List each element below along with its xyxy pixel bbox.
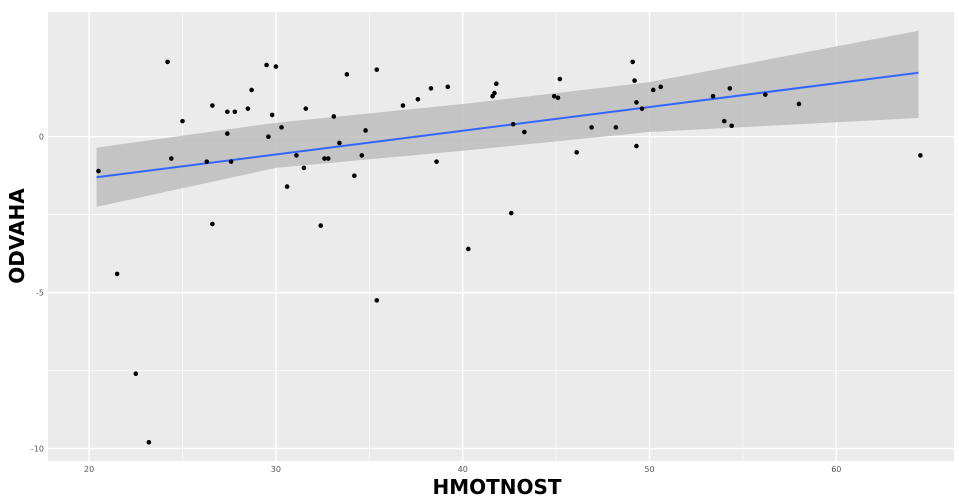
data-point [165,59,170,65]
data-point [228,159,234,164]
data-point [269,112,275,118]
data-point [763,92,768,97]
data-point [466,246,471,252]
data-point [729,123,735,129]
data-point [363,128,368,133]
data-point [796,101,802,107]
x-axis-title: HMOTNOST [432,475,561,499]
data-point [325,156,331,161]
data-point [133,371,139,376]
y-tick-label: -5 [36,289,44,298]
data-point [557,76,563,82]
data-point [279,125,284,130]
data-point [613,125,619,130]
data-point [510,121,516,127]
x-tick-labels: 20 30 40 50 60 [84,465,841,474]
data-point [918,153,923,158]
data-point [249,87,254,93]
data-point [331,114,337,119]
data-point [232,109,238,115]
data-point [434,159,439,164]
fit-line [96,71,919,179]
data-point [273,64,279,69]
data-point [266,134,271,140]
data-point [303,106,309,111]
data-point [428,86,434,91]
data-point [710,93,716,99]
data-point [494,81,499,87]
data-point [359,153,365,158]
data-point [374,67,380,72]
data-point [180,118,185,124]
data-point [168,156,174,161]
data-point [352,173,357,178]
y-axis-title: ODVAHA [5,188,29,284]
data-point [114,271,120,277]
x-tick-label: 60 [831,465,841,474]
y-tick-label: 0 [39,133,44,142]
x-tick-label: 50 [644,465,654,474]
data-point [574,150,579,155]
data-point [245,106,251,111]
data-point [555,95,561,101]
data-point [225,109,230,115]
data-point [658,84,664,90]
data-point [318,223,324,228]
data-point [284,184,290,189]
data-point [96,168,101,174]
data-point [400,103,406,108]
data-point [632,78,637,83]
data-point [294,153,299,158]
data-point [650,87,656,93]
data-point [721,118,727,124]
data-point [204,159,210,164]
data-point [225,131,230,136]
x-tick-label: 30 [271,465,281,474]
data-point [322,156,327,161]
data-point [634,100,639,105]
data-point [210,221,215,227]
data-point [210,103,215,108]
data-point [551,93,557,99]
data-point [445,84,451,90]
data-point [727,86,733,91]
data-point [301,165,307,171]
data-point [146,439,152,445]
y-tick-label: -10 [31,445,44,454]
data-point [415,97,421,102]
y-tick-labels: -10 -5 0 [31,133,44,454]
data-point [508,210,514,216]
data-point [634,143,639,149]
data-point [630,59,635,65]
data-point [374,298,380,303]
data-point [639,106,645,111]
data-point [492,90,497,96]
data-point [522,129,527,135]
data-point [337,140,342,146]
data-point [264,62,269,68]
confidence-band [96,30,919,207]
data-points [96,59,923,445]
x-tick-label: 40 [458,465,468,474]
data-point [344,72,350,77]
data-point [589,125,594,130]
x-tick-label: 20 [84,465,94,474]
